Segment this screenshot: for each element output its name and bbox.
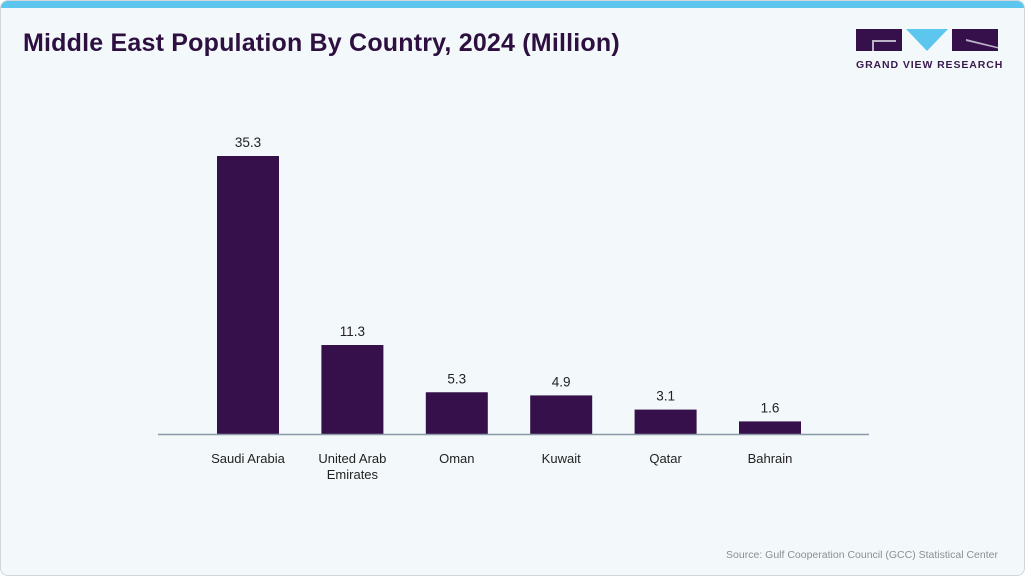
x-tick-label: Kuwait <box>542 451 581 466</box>
data-label: 3.1 <box>656 389 675 404</box>
bar-saudi-arabia <box>217 156 279 434</box>
data-label: 5.3 <box>447 371 466 386</box>
bar-qatar <box>634 409 697 434</box>
data-label: 1.6 <box>761 400 780 415</box>
x-tick-label: Saudi Arabia <box>211 451 285 466</box>
x-tick-label: Bahrain <box>748 451 793 466</box>
logo-text: GRAND VIEW RESEARCH <box>856 59 1004 71</box>
source-note: Source: Gulf Cooperation Council (GCC) S… <box>726 549 998 561</box>
x-tick-label: United Arab <box>318 451 386 466</box>
bar-united-arab-emirates <box>321 345 384 434</box>
top-accent-bar <box>1 1 1024 8</box>
bar-bahrain <box>739 421 801 434</box>
x-tick-label: Emirates <box>327 467 379 482</box>
bar-oman <box>425 392 488 434</box>
chart-title: Middle East Population By Country, 2024 … <box>23 29 620 57</box>
data-label: 11.3 <box>340 324 365 339</box>
grand-view-research-logo <box>856 29 998 51</box>
data-label: 4.9 <box>552 374 571 389</box>
x-tick-label: Qatar <box>649 451 682 466</box>
bar-kuwait <box>530 395 593 434</box>
x-tick-label: Oman <box>439 451 474 466</box>
data-label: 35.3 <box>235 135 261 150</box>
